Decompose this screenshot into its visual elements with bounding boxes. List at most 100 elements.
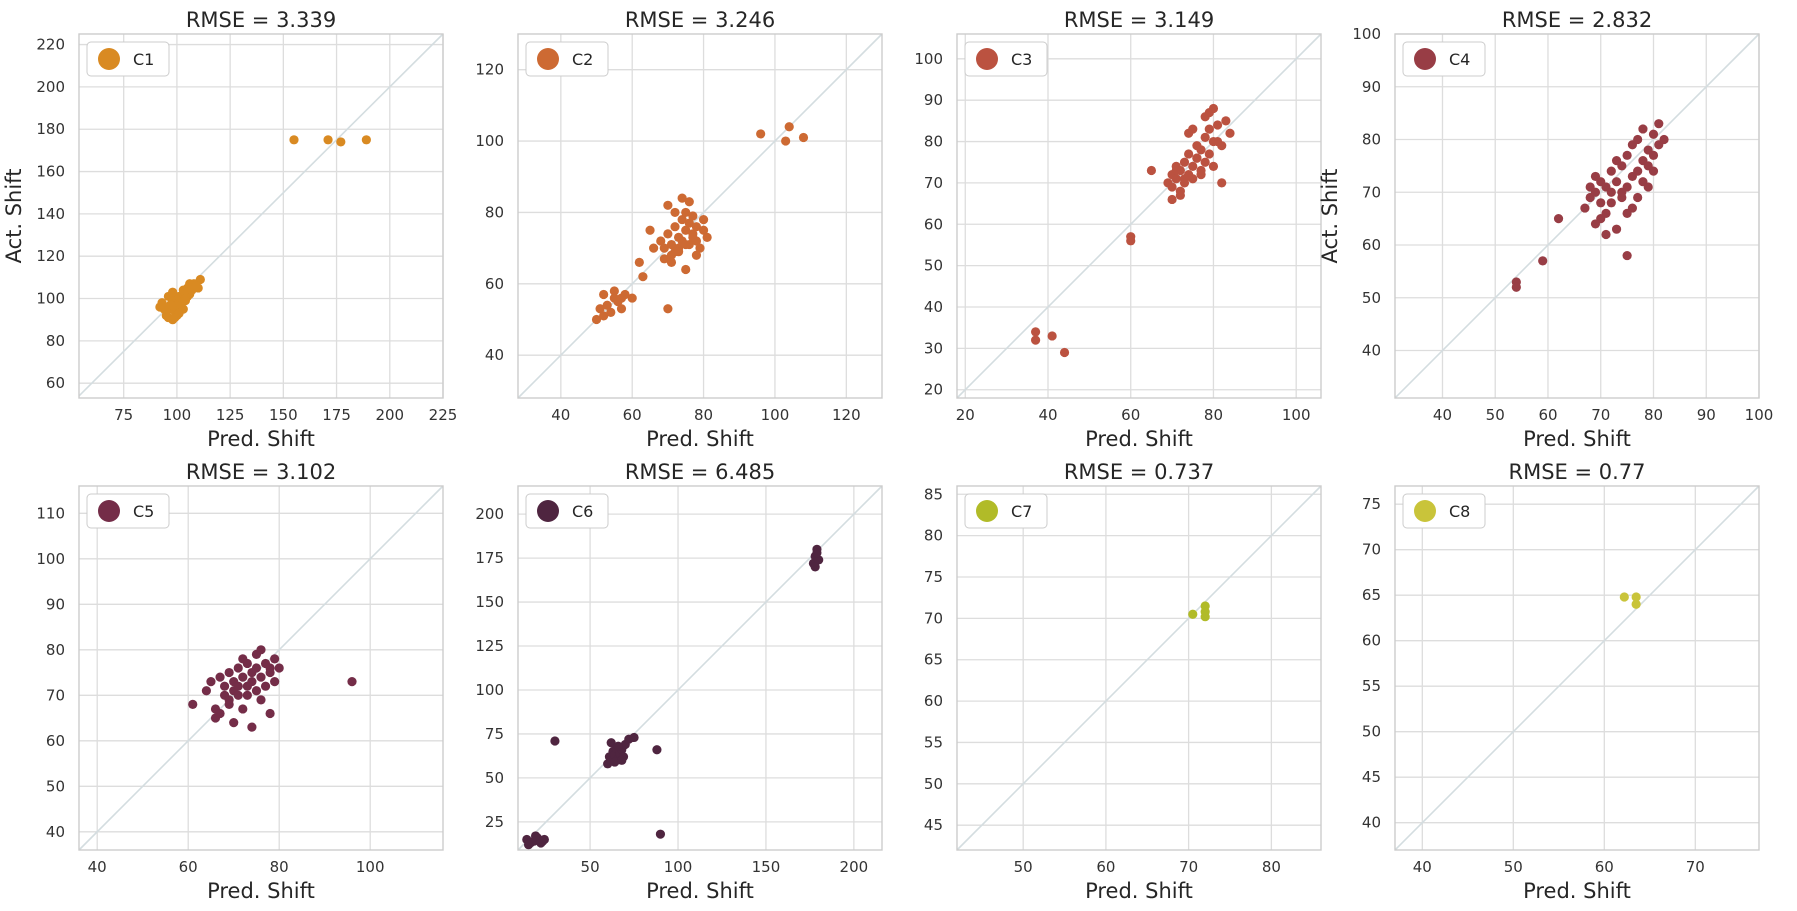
chart-title: RMSE = 0.737 [1064, 460, 1214, 484]
legend-marker [976, 500, 998, 522]
data-point [677, 193, 687, 203]
y-tick-label: 100 [914, 50, 943, 68]
data-point [251, 663, 262, 673]
y-tick-label: 125 [475, 637, 504, 655]
data-point [1617, 161, 1627, 171]
data-point [1631, 592, 1641, 602]
y-tick-label: 60 [485, 275, 504, 293]
plot-frame [1394, 485, 1760, 851]
chart-panel-c6: 50 100 150 200 25 50 75 100 125 150 175 200 RMSE = 6… [475, 460, 883, 903]
data-point [691, 250, 702, 260]
x-tick-label: 80 [1644, 406, 1663, 424]
data-point [684, 197, 694, 207]
x-tick-label: 100 [1282, 406, 1311, 424]
plot-frame [78, 485, 444, 851]
data-point [238, 704, 248, 714]
legend-marker [1414, 48, 1436, 70]
y-tick-label: 200 [36, 78, 65, 96]
data-point [1633, 134, 1643, 145]
data-point [1553, 214, 1564, 224]
x-axis-label: Pred. Shift [1523, 427, 1631, 451]
chart-title: RMSE = 3.149 [1064, 8, 1214, 32]
y-tick-label: 100 [36, 550, 65, 568]
legend: C3 [964, 41, 1048, 77]
data-point [1184, 149, 1194, 159]
data-point [812, 548, 822, 558]
chart-title: RMSE = 0.77 [1508, 460, 1645, 484]
data-point [698, 214, 709, 225]
data-point [1596, 198, 1606, 208]
data-point [159, 304, 169, 314]
legend-label: C6 [572, 502, 593, 521]
data-point [666, 239, 677, 250]
data-point [659, 254, 669, 264]
data-point [256, 695, 266, 705]
y-tick-label: 180 [36, 120, 65, 138]
data-point [1146, 165, 1157, 176]
y-tick-label: 110 [36, 504, 65, 522]
data-point [602, 300, 612, 310]
data-point [756, 129, 766, 139]
x-tick-label: 40 [1413, 858, 1432, 876]
data-point [168, 287, 178, 297]
x-axis-label: Pred. Shift [1085, 427, 1193, 451]
data-point [655, 829, 666, 839]
chart-panel-c8: 40 50 60 70 40 45 50 55 60 65 70 75 RMSE = 0.77 Pred.… [1362, 460, 1760, 903]
data-point [1179, 157, 1190, 167]
chart-title: RMSE = 6.485 [625, 460, 775, 484]
x-tick-label: 40 [551, 406, 570, 424]
data-point [1030, 327, 1041, 337]
x-axis-label: Pred. Shift [1085, 879, 1193, 903]
data-point [634, 257, 644, 267]
data-point [1126, 232, 1136, 242]
data-point [1622, 150, 1632, 160]
y-tick-label: 120 [475, 61, 504, 79]
y-tick-label: 160 [36, 163, 65, 181]
data-point [1638, 124, 1648, 134]
data-point [666, 257, 677, 267]
y-tick-label: 60 [924, 215, 943, 233]
x-tick-label: 100 [356, 858, 385, 876]
data-point [652, 745, 662, 755]
identity-line [78, 33, 444, 397]
data-point [681, 239, 691, 250]
y-tick-label: 50 [1362, 723, 1381, 741]
x-tick-label: 125 [216, 406, 245, 424]
data-point [684, 218, 694, 228]
plot-frame [1394, 33, 1760, 399]
x-tick-label: 40 [1433, 406, 1452, 424]
y-tick-label: 60 [1362, 236, 1381, 254]
data-point [784, 122, 794, 132]
y-tick-label: 40 [924, 298, 943, 316]
x-tick-label: 225 [429, 406, 458, 424]
data-point [1196, 145, 1206, 155]
data-point [814, 555, 824, 565]
data-point [206, 677, 216, 687]
data-point [1590, 219, 1601, 229]
data-point [233, 663, 243, 673]
legend-label: C4 [1449, 50, 1470, 69]
y-tick-label: 40 [1362, 814, 1381, 832]
legend: C7 [964, 493, 1048, 529]
legend-marker [537, 500, 559, 522]
y-tick-label: 60 [1362, 632, 1381, 650]
y-axis-label: Act. Shift [1318, 169, 1342, 264]
y-tick-label: 50 [924, 775, 943, 793]
data-point [595, 304, 605, 314]
legend-label: C3 [1011, 50, 1032, 69]
data-point [613, 741, 623, 751]
plot-frame [956, 33, 1322, 399]
data-point [1188, 161, 1198, 171]
data-point [606, 307, 616, 317]
data-point [688, 211, 698, 221]
y-tick-label: 75 [924, 568, 943, 586]
data-point [1030, 335, 1041, 345]
x-tick-label: 80 [270, 858, 289, 876]
y-axis-label: Act. Shift [2, 169, 26, 264]
data-point [1611, 177, 1622, 187]
data-point [1538, 256, 1548, 266]
identity-line [1394, 485, 1760, 851]
data-point [1059, 347, 1070, 358]
y-tick-label: 40 [485, 346, 504, 364]
chart-title: RMSE = 3.246 [625, 8, 775, 32]
